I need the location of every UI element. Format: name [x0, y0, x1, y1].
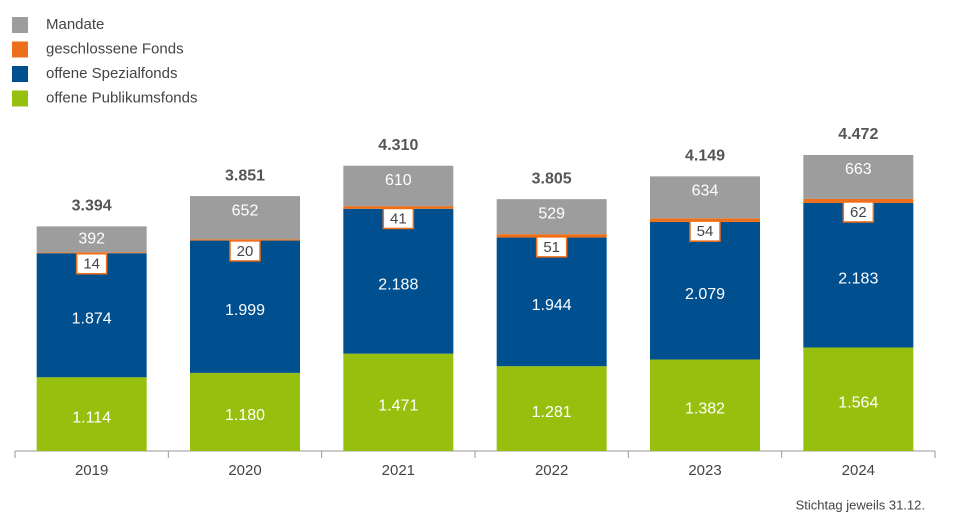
data-label: 1.180 — [225, 407, 265, 424]
x-tick-label: 2022 — [535, 462, 568, 479]
data-label: 1.564 — [838, 394, 878, 411]
bar-segment — [650, 218, 760, 222]
legend-swatch — [12, 66, 28, 82]
data-label: 634 — [692, 183, 719, 200]
data-label: 20 — [237, 243, 254, 260]
total-label: 3.394 — [72, 198, 112, 215]
data-label: 1.281 — [532, 404, 572, 421]
bar-segment — [803, 155, 914, 199]
legend-label: offene Spezialfonds — [46, 65, 178, 82]
data-label: 2.183 — [838, 270, 878, 287]
bar-segment — [343, 206, 454, 209]
bar-segment — [36, 377, 147, 451]
data-label: 1.114 — [72, 409, 111, 426]
data-label: 14 — [83, 256, 100, 273]
data-label: 1.382 — [685, 400, 725, 417]
bar-segment — [496, 199, 607, 235]
label-box — [75, 253, 108, 275]
bar-segment — [496, 237, 607, 367]
bar-segment — [343, 165, 454, 207]
bar-segment — [650, 176, 760, 219]
data-label: 610 — [385, 172, 412, 189]
total-label: 4.149 — [685, 148, 725, 165]
label-box — [229, 240, 261, 262]
label-box — [382, 207, 415, 230]
bar-segment — [803, 347, 914, 451]
data-label: 41 — [390, 210, 407, 227]
footnote: Stichtag jeweils 31.12. — [796, 497, 925, 512]
bar-segment — [343, 208, 454, 354]
data-label: 2.188 — [378, 276, 418, 293]
data-label: 1.944 — [532, 297, 572, 314]
data-label: 663 — [845, 161, 872, 178]
legend-label: Mandate — [46, 16, 104, 33]
label-box — [689, 220, 721, 242]
bar-segment — [343, 353, 454, 451]
total-label: 3.851 — [225, 167, 265, 184]
data-label: 392 — [78, 231, 105, 248]
data-label: 1.874 — [72, 310, 112, 327]
total-label: 3.805 — [532, 170, 572, 187]
legend-swatch — [12, 41, 28, 58]
x-tick-label: 2024 — [842, 462, 875, 479]
bar-segment — [36, 226, 147, 253]
data-label: 2.079 — [685, 286, 725, 303]
legend-swatch — [12, 17, 28, 33]
data-label: 529 — [538, 205, 565, 222]
bar-segment — [190, 240, 300, 373]
bar-segment — [650, 221, 760, 360]
data-label: 62 — [850, 204, 867, 221]
data-label: 1.471 — [378, 398, 418, 415]
data-label: 652 — [232, 202, 259, 219]
x-tick-label: 2019 — [75, 462, 108, 479]
bar-segment — [36, 252, 147, 254]
data-label: 54 — [697, 223, 714, 240]
label-box — [535, 236, 568, 258]
x-tick-label: 2023 — [688, 462, 721, 479]
bar-segment — [496, 234, 607, 238]
x-tick-label: 2021 — [382, 462, 415, 479]
bar-segment — [190, 239, 300, 241]
bar-segment — [190, 372, 300, 451]
data-label: 51 — [543, 239, 560, 256]
bar-segment — [496, 366, 607, 451]
bar-segment — [650, 359, 760, 451]
data-label: 1.999 — [225, 302, 265, 319]
legend-label: geschlossene Fonds — [46, 40, 184, 57]
x-tick-label: 2020 — [228, 462, 261, 479]
bar-segment — [803, 202, 914, 348]
bar-segment — [803, 198, 914, 203]
label-box — [842, 201, 875, 223]
legend-swatch — [12, 90, 28, 107]
bar-segment — [190, 196, 300, 240]
total-label: 4.472 — [838, 126, 878, 143]
total-label: 4.310 — [378, 137, 418, 154]
legend-label: offene Publikumsfonds — [46, 89, 198, 106]
